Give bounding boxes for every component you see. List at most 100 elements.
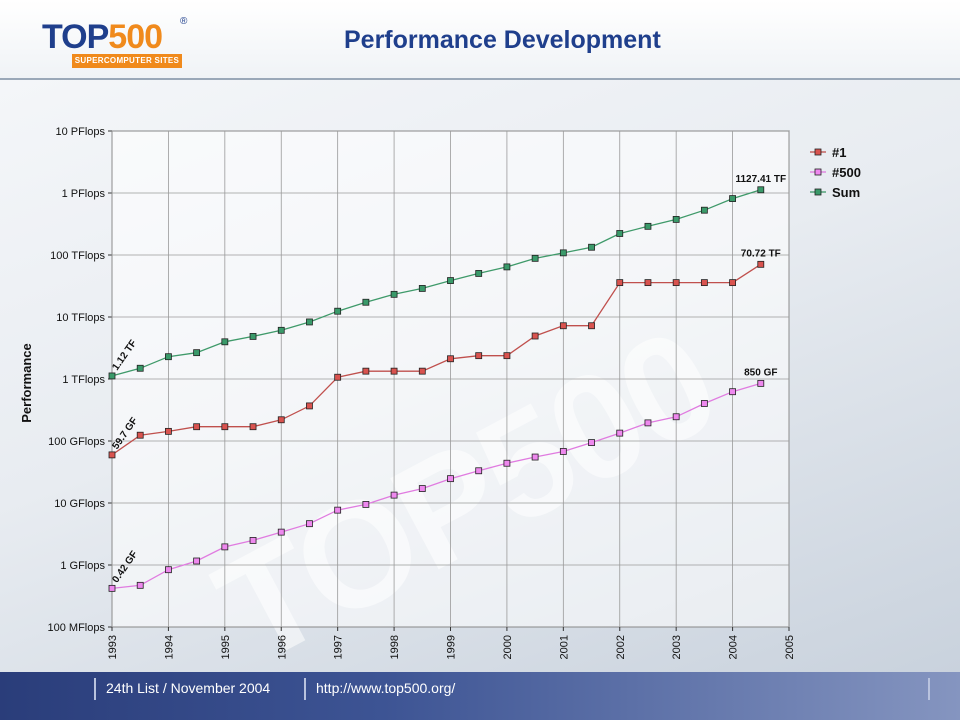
data-point	[672, 216, 680, 223]
legend-entry: #1	[832, 145, 846, 160]
x-tick-label: 2001	[558, 635, 570, 659]
series-line	[111, 263, 762, 456]
data-point	[729, 388, 736, 396]
data-point	[700, 279, 708, 287]
x-tick-label: 1997	[333, 635, 345, 659]
footer-url[interactable]: http://www.top500.org/	[316, 680, 456, 696]
data-point	[221, 338, 229, 346]
data-point	[616, 230, 624, 237]
series-sum	[108, 186, 765, 380]
data-point	[672, 413, 680, 421]
y-tick-label: 1 PFlops	[62, 188, 106, 200]
series-line	[111, 189, 761, 377]
data-point	[277, 528, 285, 536]
legend-marker	[814, 168, 822, 176]
data-point	[531, 453, 539, 461]
data-point	[306, 318, 313, 326]
legend-marker	[814, 188, 822, 196]
footer-separator	[304, 678, 306, 700]
footer-separator	[94, 678, 96, 700]
data-point	[418, 285, 426, 292]
data-label: 70.72 TF	[741, 248, 781, 259]
logo-registered-mark: ®	[180, 16, 188, 27]
series-num-500	[108, 379, 765, 592]
data-point	[249, 333, 257, 340]
data-point	[165, 566, 172, 574]
data-point	[390, 491, 398, 499]
data-point	[221, 423, 229, 431]
data-point	[475, 352, 483, 360]
data-point	[531, 254, 539, 262]
data-point	[334, 506, 342, 514]
x-tick-label: 1998	[389, 635, 401, 659]
data-point	[136, 581, 144, 589]
data-point	[616, 429, 624, 437]
data-point	[249, 537, 257, 544]
data-point	[700, 400, 708, 407]
data-point	[644, 279, 652, 287]
x-tick-label: 1993	[107, 635, 119, 659]
data-point	[588, 322, 595, 330]
x-tick-label: 2005	[784, 635, 796, 659]
data-point	[362, 501, 370, 508]
y-tick-label: 10 GFlops	[54, 498, 105, 510]
data-point	[757, 379, 765, 387]
legend-entry: #500	[832, 165, 861, 180]
data-point	[108, 584, 116, 592]
data-point	[306, 402, 313, 410]
data-point	[306, 520, 313, 528]
logo-text-num: 500	[108, 18, 163, 56]
slide-footer: 24th List / November 2004 http://www.top…	[0, 672, 960, 720]
data-point	[447, 277, 454, 284]
data-point	[531, 332, 539, 340]
x-tick-label: 2004	[728, 635, 740, 659]
y-tick-label: 100 GFlops	[48, 436, 105, 448]
x-tick-label: 2000	[502, 635, 514, 659]
data-point	[362, 298, 370, 306]
data-point	[334, 307, 342, 315]
data-point	[672, 279, 680, 287]
legend-entry: Sum	[832, 185, 860, 200]
data-point	[447, 355, 454, 363]
logo-text-top: TOP	[42, 18, 109, 56]
footer-list-label: 24th List / November 2004	[106, 680, 271, 696]
series-num-1	[108, 260, 765, 459]
data-point	[390, 290, 398, 298]
data-point	[362, 367, 370, 375]
data-label: 1127.41 TF	[735, 174, 786, 185]
data-label: 850 GF	[744, 367, 777, 378]
top500-logo: TOP500 ® SUPERCOMPUTER SITES	[34, 14, 194, 70]
y-tick-label: 1 GFlops	[60, 560, 105, 572]
data-point	[503, 263, 511, 271]
data-point	[193, 557, 201, 565]
data-point	[390, 367, 398, 375]
data-point	[757, 260, 765, 268]
data-point	[729, 195, 736, 202]
data-point	[221, 543, 229, 551]
performance-chart: 10 PFlops 1 PFlops 100 TFlops 10 TFlops 1 TF…	[19, 126, 861, 659]
data-point	[193, 349, 201, 357]
x-tick-label: 1995	[220, 635, 232, 659]
footer-separator	[928, 678, 930, 700]
data-point	[588, 243, 595, 251]
data-point	[277, 326, 285, 334]
data-point	[757, 186, 765, 194]
data-point	[644, 419, 652, 427]
data-point	[418, 367, 426, 375]
x-tick-label: 1996	[276, 635, 288, 659]
legend-marker	[814, 148, 822, 156]
data-point	[136, 364, 144, 372]
y-axis-label: Performance	[19, 343, 34, 422]
data-point	[277, 416, 285, 424]
data-point	[165, 427, 172, 435]
logo-subtitle: SUPERCOMPUTER SITES	[72, 54, 182, 68]
data-point	[729, 279, 736, 287]
x-tick-label: 2002	[615, 635, 627, 659]
data-point	[165, 353, 172, 361]
data-point	[644, 222, 652, 230]
y-tick-label: 1 TFlops	[62, 374, 105, 386]
data-point	[418, 485, 426, 492]
data-point	[616, 279, 624, 287]
data-point	[249, 423, 257, 431]
data-point	[503, 459, 511, 467]
